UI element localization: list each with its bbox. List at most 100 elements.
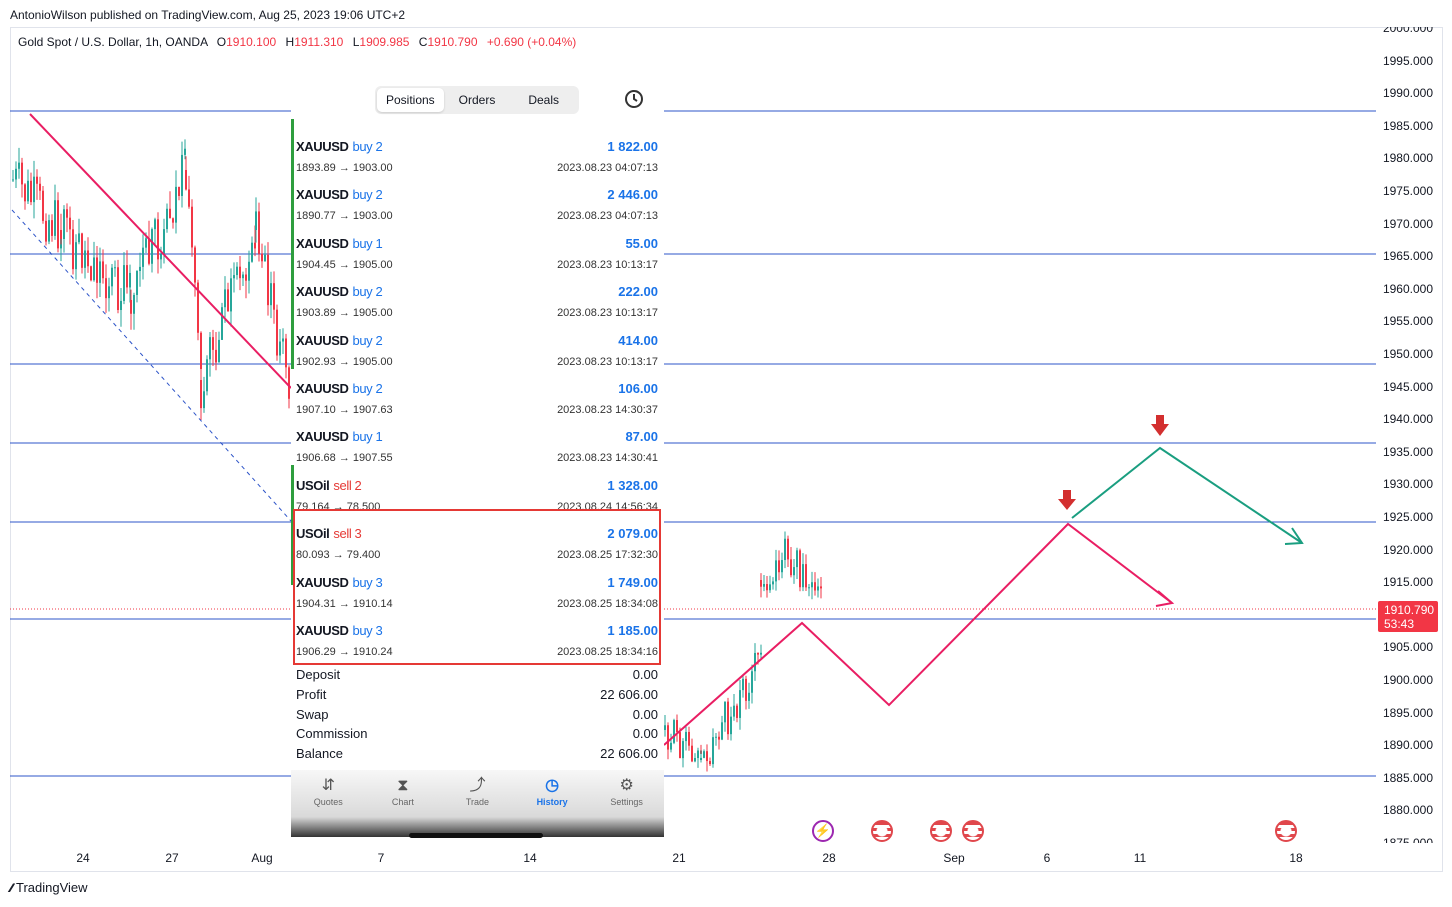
summary-value: 22 606.00	[600, 746, 658, 762]
candle-body	[688, 731, 690, 746]
candle-body	[255, 211, 257, 230]
candle-body	[27, 180, 29, 202]
position-symbol: XAUUSD	[296, 284, 349, 300]
candle-body	[273, 283, 275, 310]
position-side: buy 2	[352, 139, 383, 154]
us-flag-event-icon[interactable]	[1275, 820, 1297, 842]
price-tick: 1915.000	[1382, 575, 1433, 590]
price-tick: 1895.000	[1382, 705, 1433, 720]
position-row[interactable]: XAUUSD buy 2 1903.89 → 1905.00 222.00 2023.0…	[291, 278, 664, 326]
summary-value: 0.00	[632, 667, 658, 682]
price-tick: 1885.000	[1382, 770, 1433, 785]
candle-body	[178, 186, 180, 196]
candle-body	[114, 267, 116, 269]
tab-quotes[interactable]: ⇵ Quotes	[291, 775, 366, 815]
position-side: buy 2	[352, 187, 383, 203]
candle-body	[285, 338, 287, 368]
tab-trade[interactable]: ⤴ Trade	[440, 775, 515, 815]
candle-body	[261, 253, 263, 262]
position-symbol: XAUUSD	[296, 139, 349, 154]
footer-brand[interactable]: ⁄⁄ TradingView	[10, 880, 88, 895]
candle-body	[184, 148, 186, 155]
tab-orders[interactable]: Orders	[458, 93, 496, 107]
position-profit: 1 749.00	[607, 574, 658, 590]
position-time: 2023.08.23 14:30:41	[557, 452, 658, 465]
candle-body	[742, 678, 744, 691]
position-row[interactable]: XAUUSD buy 2 1893.89 → 1903.00 1 822.00 2023…	[291, 133, 664, 181]
candle-body	[796, 550, 798, 568]
horizontal-levels	[10, 110, 1376, 777]
price-axis[interactable]: 2000.000 1995.000 1990.000 1985.000 1980.000…	[1376, 27, 1443, 843]
candle-body	[206, 359, 208, 392]
position-side: sell 2	[333, 477, 362, 493]
candle-body	[751, 671, 753, 693]
candle-body	[709, 761, 711, 765]
summary-row: Commission 0.00	[296, 726, 658, 746]
time-axis[interactable]: 24 27 Aug 7 14 21 28 Sep 6 11 18	[10, 843, 1376, 871]
clock-icon[interactable]	[624, 89, 644, 109]
position-row[interactable]: XAUUSD buy 1 1904.45 → 1905.00 55.00 2023.08…	[291, 230, 664, 278]
candle-body	[667, 725, 669, 750]
row-marker	[291, 375, 294, 423]
position-time: 2023.08.23 04:07:13	[557, 162, 658, 174]
candle-body	[799, 550, 801, 588]
summary-label: Deposit	[296, 667, 341, 682]
candle-body	[763, 584, 765, 587]
candle-body	[760, 652, 762, 655]
candle-body	[172, 218, 174, 223]
projection-path-red	[663, 522, 1173, 746]
projection-red-arrowhead	[1155, 590, 1175, 607]
candle-body	[700, 757, 702, 760]
position-row[interactable]: XAUUSD buy 1 1906.68 → 1907.55 87.00 2023.08…	[291, 423, 664, 471]
candle-body	[820, 586, 822, 589]
price-tick: 1945.000	[1382, 379, 1433, 394]
candle-body	[715, 736, 717, 738]
us-flag-event-icon[interactable]	[871, 820, 893, 842]
summary-row: Profit 22 606.00	[296, 687, 658, 707]
candle-body	[33, 176, 35, 203]
position-row[interactable]: XAUUSD buy 2 1902.93 → 1905.00 414.00 2023.0…	[291, 327, 664, 375]
history-segment-control[interactable]: Positions Orders Deals	[375, 86, 579, 114]
us-flag-event-icon[interactable]	[930, 820, 952, 842]
position-row[interactable]: USOil sell 3 80.093 → 79.400 2 079.00 2023.0…	[291, 520, 664, 568]
candle-body	[254, 242, 256, 249]
candle-body	[233, 275, 235, 279]
candle-body	[197, 282, 199, 333]
chart-frame	[10, 27, 1443, 872]
symbol-name: Gold Spot / U.S. Dollar, 1h, OANDA	[18, 35, 208, 49]
dashed-trend-line	[11, 209, 292, 522]
candle-body	[718, 736, 720, 740]
position-row[interactable]: XAUUSD buy 3 1904.31 → 1910.14 1 749.00 2023…	[291, 569, 664, 617]
candle-body	[245, 274, 247, 281]
tab-positions[interactable]: Positions	[377, 88, 444, 112]
symbol-legend[interactable]: Gold Spot / U.S. Dollar, 1h, OANDA O1910…	[18, 35, 577, 49]
price-tick: 1980.000	[1382, 151, 1433, 166]
us-flag-event-icon[interactable]	[962, 820, 984, 842]
time-tick: Sep	[943, 851, 965, 865]
candle-body	[236, 266, 238, 276]
phone-tabbar-background	[291, 770, 664, 837]
tab-history[interactable]: ◷ History	[515, 775, 590, 815]
candle-body	[248, 261, 250, 281]
position-row[interactable]: XAUUSD buy 2 1907.10 → 1907.63 106.00 2023.0…	[291, 375, 664, 423]
candle-body	[175, 186, 177, 223]
tab-label: Chart	[391, 797, 414, 807]
price-tick: 1890.000	[1382, 738, 1433, 753]
position-row[interactable]: XAUUSD buy 3 1906.29 → 1910.24 1 185.00 2023…	[291, 617, 664, 665]
position-profit: 1 185.00	[607, 623, 658, 638]
candle-body	[264, 254, 266, 262]
tab-chart[interactable]: ⧗ Chart	[366, 775, 441, 815]
earnings-bolt-icon[interactable]: ⚡	[812, 820, 834, 842]
tab-deals[interactable]: Deals	[528, 93, 560, 107]
candle-body	[42, 190, 44, 221]
candle-body	[48, 220, 50, 242]
candle-body	[81, 233, 83, 268]
candle-body	[75, 242, 77, 270]
tab-settings[interactable]: ⚙ Settings	[589, 775, 664, 815]
position-row[interactable]: XAUUSD buy 2 1890.77 → 1903.00 2 446.00 2023…	[291, 181, 664, 229]
position-profit: 1 328.00	[607, 477, 658, 493]
history-icon: ◷	[545, 777, 560, 794]
candle-body	[808, 587, 810, 589]
candle-body	[66, 209, 68, 218]
